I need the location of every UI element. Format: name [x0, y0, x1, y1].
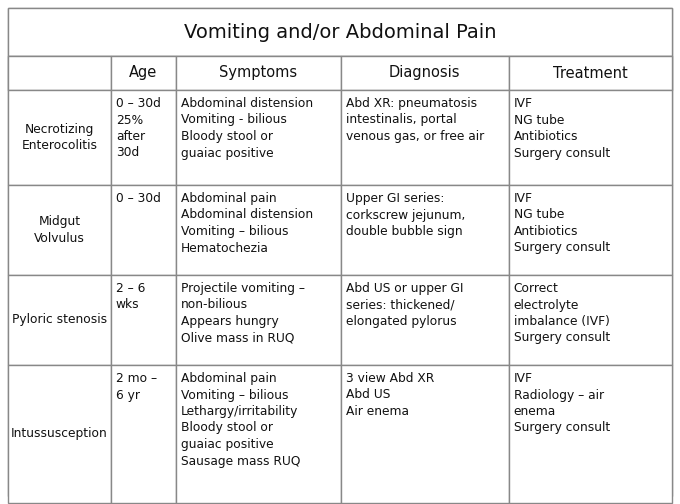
Bar: [8, 275, 111, 365]
Bar: [111, 56, 176, 90]
Bar: [176, 185, 341, 275]
Text: Abd US or upper GI
series: thickened/
elongated pylorus: Abd US or upper GI series: thickened/ el…: [345, 282, 463, 328]
Text: 2 – 6
wks: 2 – 6 wks: [116, 282, 146, 311]
Text: Midgut
Volvulus: Midgut Volvulus: [34, 215, 85, 245]
Bar: [111, 275, 176, 365]
Text: Upper GI series:
corkscrew jejunum,
double bubble sign: Upper GI series: corkscrew jejunum, doub…: [345, 192, 465, 238]
Text: Necrotizing
Enterocolitis: Necrotizing Enterocolitis: [22, 123, 97, 152]
Bar: [509, 275, 672, 365]
Bar: [8, 8, 672, 56]
Bar: [176, 365, 341, 503]
Text: Abd XR: pneumatosis
intestinalis, portal
venous gas, or free air: Abd XR: pneumatosis intestinalis, portal…: [345, 97, 484, 143]
Text: Symptoms: Symptoms: [219, 66, 297, 81]
Text: Abdominal pain
Abdominal distension
Vomiting – bilious
Hematochezia: Abdominal pain Abdominal distension Vomi…: [181, 192, 313, 255]
Text: IVF
NG tube
Antibiotics
Surgery consult: IVF NG tube Antibiotics Surgery consult: [513, 97, 610, 159]
Text: Vomiting and/or Abdominal Pain: Vomiting and/or Abdominal Pain: [184, 23, 496, 41]
Bar: [509, 365, 672, 503]
Text: Abdominal pain
Vomiting – bilious
Lethargy/irritability
Bloody stool or
guaiac p: Abdominal pain Vomiting – bilious Lethar…: [181, 372, 301, 468]
Text: Abdominal distension
Vomiting - bilious
Bloody stool or
guaiac positive: Abdominal distension Vomiting - bilious …: [181, 97, 313, 159]
Bar: [8, 90, 111, 185]
Text: 0 – 30d
25%
after
30d: 0 – 30d 25% after 30d: [116, 97, 160, 159]
Text: Treatment: Treatment: [553, 66, 628, 81]
Bar: [176, 56, 341, 90]
Text: Intussusception: Intussusception: [11, 427, 108, 440]
Text: 0 – 30d: 0 – 30d: [116, 192, 160, 205]
Text: Pyloric stenosis: Pyloric stenosis: [12, 313, 107, 327]
Bar: [176, 275, 341, 365]
Bar: [111, 365, 176, 503]
Text: Correct
electrolyte
imbalance (IVF)
Surgery consult: Correct electrolyte imbalance (IVF) Surg…: [513, 282, 610, 345]
Text: Projectile vomiting –
non-bilious
Appears hungry
Olive mass in RUQ: Projectile vomiting – non-bilious Appear…: [181, 282, 305, 345]
Bar: [341, 90, 509, 185]
Bar: [8, 56, 111, 90]
Bar: [8, 365, 111, 503]
Bar: [341, 275, 509, 365]
Text: Diagnosis: Diagnosis: [389, 66, 460, 81]
Bar: [111, 90, 176, 185]
Bar: [8, 185, 111, 275]
Bar: [509, 185, 672, 275]
Bar: [8, 56, 672, 90]
Bar: [111, 185, 176, 275]
Bar: [509, 90, 672, 185]
Text: IVF
Radiology – air
enema
Surgery consult: IVF Radiology – air enema Surgery consul…: [513, 372, 610, 434]
Bar: [509, 56, 672, 90]
Bar: [176, 90, 341, 185]
Text: 2 mo –
6 yr: 2 mo – 6 yr: [116, 372, 157, 402]
Bar: [341, 365, 509, 503]
Bar: [341, 185, 509, 275]
Text: Age: Age: [129, 66, 158, 81]
Text: IVF
NG tube
Antibiotics
Surgery consult: IVF NG tube Antibiotics Surgery consult: [513, 192, 610, 255]
Text: 3 view Abd XR
Abd US
Air enema: 3 view Abd XR Abd US Air enema: [345, 372, 434, 418]
Bar: [341, 56, 509, 90]
